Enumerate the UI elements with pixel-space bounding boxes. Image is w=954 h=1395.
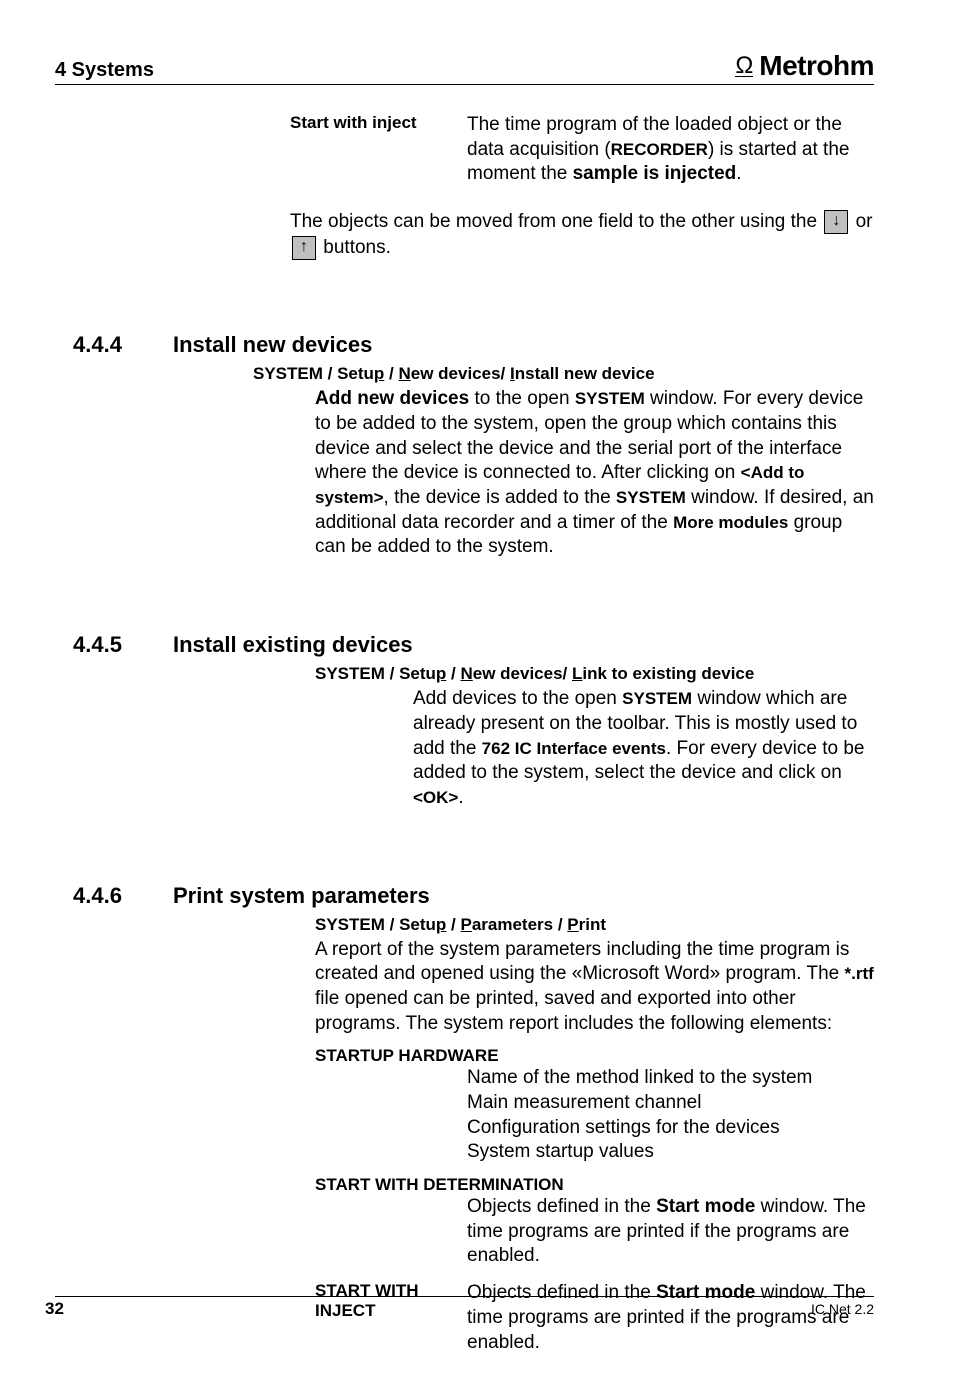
section-heading-444: 4.4.4 Install new devices (73, 332, 874, 358)
section-title: Install new devices (173, 332, 372, 358)
line: Name of the method linked to the system (467, 1066, 874, 1091)
section-title: Install existing devices (173, 632, 413, 658)
brand-logo: Ω Metrohm (735, 50, 874, 82)
text: Add devices to the open (413, 688, 622, 709)
page-footer: 32 IC Net 2.2 (55, 1296, 874, 1319)
section-number: 4.4.5 (73, 632, 173, 658)
recorder-label: RECORDER (611, 140, 708, 159)
text: , the device is added to the (384, 487, 616, 508)
text: <OK> (413, 788, 458, 807)
section-body-444: Add new devices to the open SYSTEM windo… (315, 387, 874, 560)
startup-hardware-lines: Name of the method linked to the system … (467, 1066, 874, 1165)
text: SYSTEM (616, 488, 686, 507)
section-title: Print system parameters (173, 883, 430, 909)
text: Add new devices (315, 388, 469, 409)
startup-hardware-label: STARTUP HARDWARE (315, 1046, 874, 1066)
brand-name: Metrohm (759, 50, 874, 82)
text: A report of the system parameters includ… (315, 939, 849, 985)
text: Objects defined in the (467, 1196, 656, 1217)
text: file opened can be printed, saved and ex… (315, 988, 832, 1034)
chapter-title: 4 Systems (55, 59, 154, 82)
line: Configuration settings for the devices (467, 1116, 874, 1141)
text: Start mode (656, 1196, 755, 1217)
text: *.rtf (845, 964, 874, 983)
definition-row-start-with-inject: Start with inject The time program of th… (290, 113, 874, 187)
page-number: 32 (45, 1299, 70, 1319)
omega-icon: Ω (735, 55, 753, 78)
text: SYSTEM (575, 389, 645, 408)
text: . (458, 787, 463, 808)
start-with-determination-body: Objects defined in the Start mode window… (467, 1195, 874, 1269)
text: 762 IC Interface events (482, 739, 666, 758)
text: buttons. (318, 237, 391, 258)
text: or (850, 211, 872, 232)
section-heading-446: 4.4.6 Print system parameters (73, 883, 874, 909)
text: to the open (469, 388, 575, 409)
arrow-down-icon: ↓ (824, 210, 848, 234)
page-header: 4 Systems Ω Metrohm (55, 50, 874, 85)
section-number: 4.4.4 (73, 332, 173, 358)
text: SYSTEM (622, 689, 692, 708)
menu-path-446: SYSTEM / Setup / Parameters / Print (315, 915, 874, 935)
section-body-445: Add devices to the open SYSTEM window wh… (413, 687, 874, 810)
term-label: Start with inject (290, 113, 467, 187)
section-body-446: A report of the system parameters includ… (315, 938, 874, 1037)
section-number: 4.4.6 (73, 883, 173, 909)
sample-injected-label: sample is injected (573, 163, 737, 184)
menu-path-445: SYSTEM / Setup / New devices/ Link to ex… (315, 664, 874, 684)
footer-version: IC Net 2.2 (811, 1301, 874, 1317)
menu-path-444: SYSTEM / Setup / New devices/ Install ne… (253, 364, 874, 384)
line: System startup values (467, 1140, 874, 1165)
text: . (736, 163, 741, 184)
text: More modules (673, 513, 788, 532)
line: Main measurement channel (467, 1091, 874, 1116)
start-with-determination-label: START WITH DETERMINATION (315, 1175, 874, 1195)
arrow-up-icon: ↑ (292, 236, 316, 260)
text: The objects can be moved from one field … (290, 211, 822, 232)
term-definition: The time program of the loaded object or… (467, 113, 874, 187)
section-heading-445: 4.4.5 Install existing devices (73, 632, 874, 658)
move-instructions: The objects can be moved from one field … (290, 209, 874, 260)
